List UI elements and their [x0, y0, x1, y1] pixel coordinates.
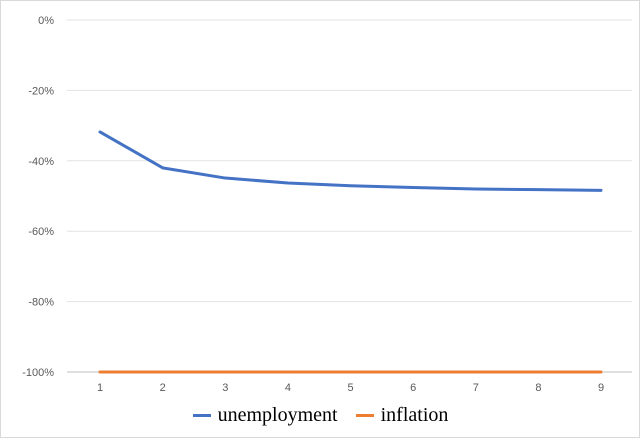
x-tick-label: 8	[535, 382, 541, 394]
y-tick-label: -20%	[28, 85, 54, 97]
legend-label-unemployment: unemployment	[217, 403, 338, 426]
x-tick-label: 5	[347, 382, 353, 394]
legend-item-unemployment: unemployment	[192, 403, 338, 427]
gridlines	[67, 19, 632, 373]
legend-item-inflation: inflation	[355, 403, 449, 427]
y-tick-label: -80%	[28, 297, 54, 309]
y-tick-label: 0%	[38, 15, 54, 27]
y-tick-label: -40%	[28, 156, 54, 168]
x-tick-label: 1	[97, 382, 103, 394]
x-tick-label: 7	[473, 382, 479, 394]
x-tick-label: 9	[598, 382, 604, 394]
y-tick-label: -100%	[22, 367, 54, 379]
x-tick-label: 3	[222, 382, 228, 394]
legend: unemployment inflation	[0, 401, 641, 429]
x-tick-label: 6	[410, 382, 416, 394]
legend-label-inflation: inflation	[380, 403, 449, 426]
y-axis-tick-labels: 0% -20% -40% -60% -80% -100%	[22, 15, 54, 379]
legend-swatch-inflation	[355, 413, 374, 417]
series-lines	[98, 130, 603, 374]
y-tick-label: -60%	[28, 226, 54, 238]
legend-swatch-unemployment	[192, 413, 211, 417]
x-tick-label: 2	[160, 382, 166, 394]
x-tick-label: 4	[285, 382, 291, 394]
x-axis-tick-labels: 1 2 3 4 5 6 7 8 9	[97, 382, 604, 394]
series-line-unemployment	[98, 130, 603, 192]
